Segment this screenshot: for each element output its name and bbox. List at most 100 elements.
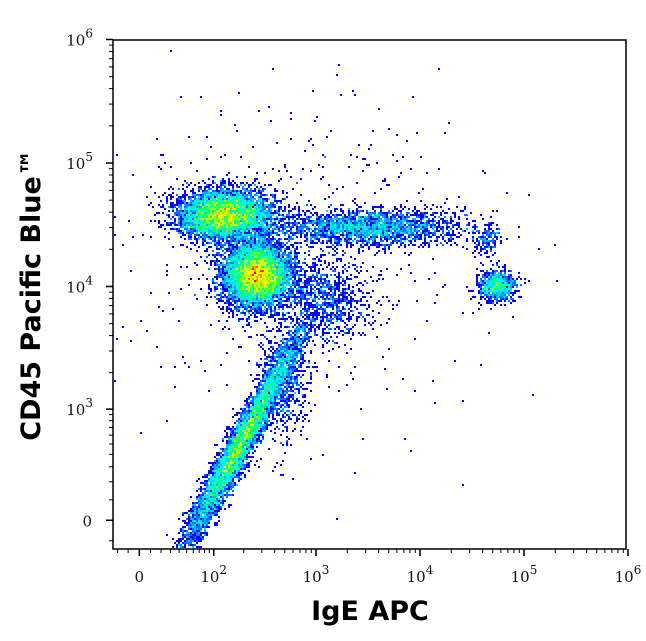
density-cell xyxy=(442,238,444,240)
density-cell xyxy=(248,246,250,248)
density-cell xyxy=(196,220,198,222)
density-cell xyxy=(290,354,292,356)
density-cell xyxy=(224,466,226,468)
density-cell xyxy=(254,436,256,438)
density-cell xyxy=(300,286,302,288)
density-cell xyxy=(302,330,304,332)
density-cell xyxy=(230,298,232,300)
density-cell xyxy=(204,210,206,212)
density-cell xyxy=(250,272,252,274)
density-cell xyxy=(214,480,216,482)
density-cell xyxy=(250,420,252,422)
density-cell xyxy=(250,258,252,260)
density-cell xyxy=(278,254,280,256)
density-cell xyxy=(194,508,196,510)
density-cell xyxy=(220,484,222,486)
density-cell xyxy=(240,468,242,470)
density-cell xyxy=(216,222,218,224)
density-cell xyxy=(246,248,248,250)
density-cell xyxy=(256,216,258,218)
density-cell xyxy=(244,226,246,228)
density-cell xyxy=(222,438,224,440)
density-cell xyxy=(234,288,236,290)
density-cell xyxy=(182,194,184,196)
density-cell xyxy=(280,358,282,360)
density-cell xyxy=(230,486,232,488)
density-cell xyxy=(212,278,214,280)
density-cell xyxy=(286,284,288,286)
density-cell xyxy=(244,418,246,420)
density-cell xyxy=(250,326,252,328)
density-cell xyxy=(290,290,292,292)
density-cell xyxy=(234,224,236,226)
density-cell xyxy=(260,268,262,270)
density-cell xyxy=(232,296,234,298)
density-cell xyxy=(256,278,258,280)
density-cell xyxy=(274,400,276,402)
density-cell xyxy=(192,204,194,206)
density-cell xyxy=(338,232,340,234)
density-cell xyxy=(276,364,278,366)
density-cell xyxy=(206,212,208,214)
density-cell xyxy=(240,424,242,426)
density-cell xyxy=(238,300,240,302)
density-cell xyxy=(234,204,236,206)
density-cell xyxy=(234,444,236,446)
density-cell xyxy=(250,250,252,252)
density-cell xyxy=(192,206,194,208)
density-cell xyxy=(194,516,196,518)
density-cell xyxy=(226,306,228,308)
density-cell xyxy=(190,208,192,210)
density-cell xyxy=(408,240,410,242)
density-cell xyxy=(242,286,244,288)
density-cell xyxy=(270,230,272,232)
density-cell xyxy=(234,228,236,230)
density-cell xyxy=(244,200,246,202)
density-cell xyxy=(200,514,202,516)
density-cell xyxy=(330,284,332,286)
density-cell xyxy=(236,466,238,468)
density-cell xyxy=(260,210,262,212)
density-cell xyxy=(226,434,228,436)
density-cell xyxy=(218,484,220,486)
density-cell xyxy=(260,380,262,382)
density-cell xyxy=(358,234,360,236)
density-cell xyxy=(234,210,236,212)
density-cell xyxy=(296,322,298,324)
density-cell xyxy=(170,194,172,196)
density-cell xyxy=(264,232,266,234)
density-cell xyxy=(314,318,316,320)
density-cell xyxy=(376,234,378,236)
density-cell xyxy=(272,264,274,266)
density-cell xyxy=(446,226,448,228)
density-cell xyxy=(182,530,184,532)
density-cell xyxy=(236,484,238,486)
density-cell xyxy=(286,376,288,378)
density-cell xyxy=(164,192,166,194)
density-cell xyxy=(270,232,272,234)
density-cell xyxy=(206,482,208,484)
density-cell xyxy=(260,314,262,316)
density-cell xyxy=(192,512,194,514)
density-cell xyxy=(268,404,270,406)
density-cell xyxy=(294,354,296,356)
density-cell xyxy=(286,270,288,272)
density-cell xyxy=(272,414,274,416)
density-cell xyxy=(266,270,268,272)
density-cell xyxy=(234,216,236,218)
density-cell xyxy=(262,204,264,206)
density-cell xyxy=(196,514,198,516)
density-cell xyxy=(260,258,262,260)
density-cell xyxy=(246,456,248,458)
density-cell xyxy=(402,218,404,220)
density-cell xyxy=(192,510,194,512)
density-cell xyxy=(190,528,192,530)
density-cell xyxy=(188,542,190,544)
density-cell xyxy=(270,240,272,242)
density-cell xyxy=(208,514,210,516)
density-cell xyxy=(338,242,340,244)
density-cell xyxy=(282,372,284,374)
density-cell xyxy=(284,380,286,382)
density-cell xyxy=(244,306,246,308)
density-cell xyxy=(276,404,278,406)
